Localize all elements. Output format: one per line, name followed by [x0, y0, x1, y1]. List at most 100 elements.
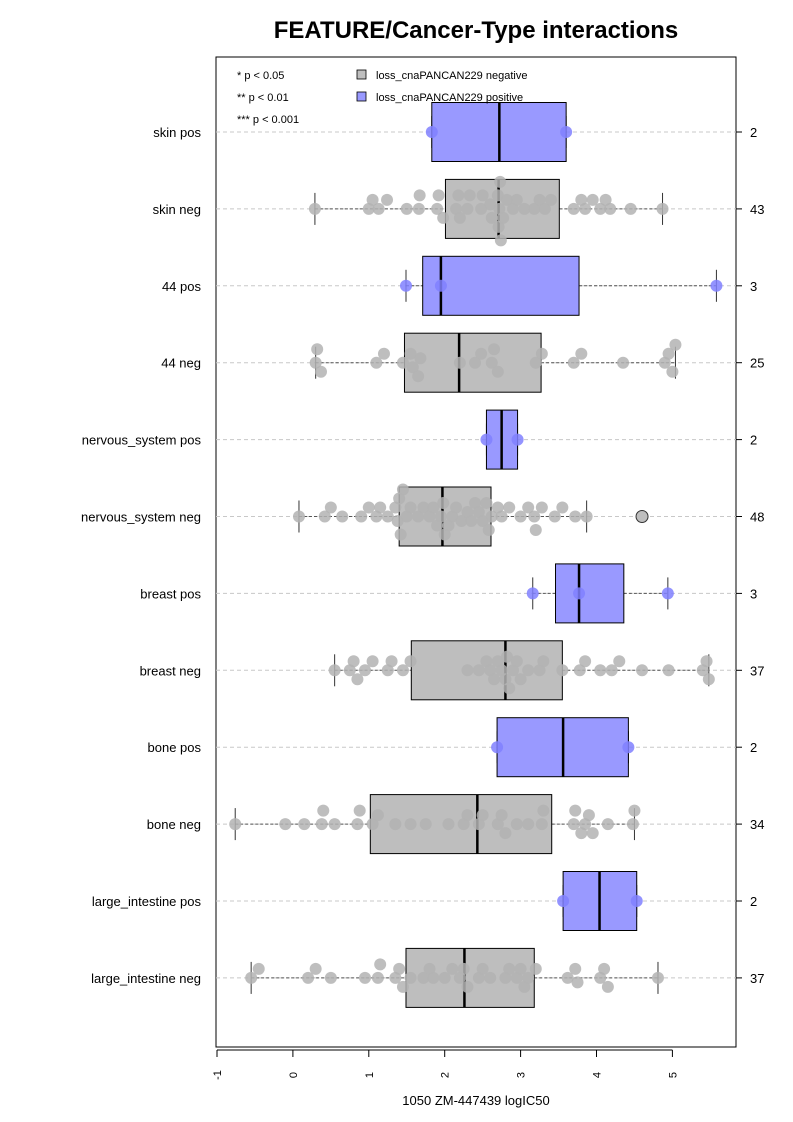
data-point-breast-neg — [573, 664, 586, 677]
data-point-nervous-system-neg — [446, 510, 459, 523]
data-point-skin-neg — [400, 202, 413, 215]
data-point-large-intestine-neg — [518, 980, 531, 993]
data-point-44-neg — [370, 356, 383, 369]
data-point-large-intestine-neg — [522, 971, 535, 984]
data-point-nervous-system-neg — [535, 501, 548, 514]
data-point-bone-neg — [491, 818, 504, 831]
data-point-large-intestine-neg — [359, 971, 372, 984]
data-point-breast-neg — [696, 664, 709, 677]
legend-swatch — [356, 69, 367, 80]
data-point-skin-neg — [586, 193, 599, 206]
data-point-nervous-system-neg — [412, 510, 425, 523]
data-point-bone-neg — [586, 827, 599, 840]
group-label-skin-pos: skin pos — [153, 125, 201, 140]
data-point-bone-neg — [317, 804, 330, 817]
legend-swatch — [356, 91, 367, 102]
data-point-skin-neg — [492, 220, 505, 233]
group-label-nervous-system-pos: nervous_system pos — [82, 433, 202, 448]
data-point-nervous-system-neg — [438, 528, 451, 541]
data-point-nervous-system-neg — [522, 501, 535, 514]
data-point-large-intestine-neg — [404, 971, 417, 984]
data-point-44-neg — [485, 356, 498, 369]
data-point-44-neg — [404, 347, 417, 360]
data-point-bone-neg — [582, 809, 595, 822]
data-point-44-neg — [453, 356, 466, 369]
data-point-bone-pos — [491, 741, 504, 754]
data-point-large-intestine-pos — [630, 895, 643, 907]
data-point-breast-neg — [579, 655, 592, 668]
data-point-44-neg — [314, 365, 327, 378]
data-point-bone-neg — [499, 827, 512, 840]
data-point-breast-neg — [472, 664, 485, 677]
data-point-nervous-system-neg — [580, 510, 593, 523]
data-point-skin-neg — [494, 175, 507, 188]
data-point-skin-neg — [366, 193, 379, 206]
data-point-bone-neg — [229, 818, 242, 831]
group-label-large-intestine-neg: large_intestine neg — [91, 971, 201, 986]
data-point-skin-neg — [656, 202, 669, 215]
data-point-nervous-system-neg — [362, 501, 375, 514]
box-44-pos — [422, 255, 580, 316]
data-point-large-intestine-neg — [438, 971, 451, 984]
data-point-bone-neg — [567, 818, 580, 831]
data-point-nervous-system-neg — [548, 510, 561, 523]
data-point-skin-neg — [494, 234, 507, 247]
box-layer — [234, 102, 717, 1008]
count-label-skin-pos: 2 — [750, 125, 757, 140]
data-point-44-neg — [469, 356, 482, 369]
data-point-44-neg — [666, 365, 679, 378]
x-tick-label: 2 — [440, 1072, 452, 1078]
data-point-bone-neg — [442, 818, 455, 831]
data-point-breast-neg — [480, 655, 493, 668]
data-point-breast-neg — [613, 655, 626, 668]
data-point-large-intestine-neg — [324, 971, 337, 984]
data-point-breast-neg — [461, 664, 474, 677]
data-point-skin-neg — [567, 202, 580, 215]
group-label-44-neg: 44 neg — [161, 356, 201, 371]
data-point-breast-neg — [503, 682, 516, 695]
data-point-skin-neg — [372, 202, 385, 215]
data-point-breast-neg — [381, 664, 394, 677]
data-point-breast-neg — [514, 673, 527, 686]
data-point-breast-neg — [343, 664, 356, 677]
x-tick-label: 5 — [667, 1072, 679, 1078]
data-point-breast-neg — [351, 673, 364, 686]
x-tick-label: 1 — [364, 1072, 376, 1078]
data-point-44-neg — [617, 356, 630, 369]
count-label-layer: 2 43 3 25 2 48 3 37 2 34 2 37 — [736, 125, 764, 986]
data-point-large-intestine-neg — [561, 971, 574, 984]
data-point-large-intestine-neg — [245, 971, 258, 984]
data-point-nervous-system-neg — [381, 510, 394, 523]
data-point-large-intestine-neg — [651, 971, 664, 984]
data-point-large-intestine-neg — [371, 971, 384, 984]
data-point-nervous-system-neg — [391, 515, 404, 527]
data-point-skin-neg — [381, 193, 394, 206]
data-point-large-intestine-neg — [389, 971, 402, 984]
data-point-large-intestine-neg — [472, 971, 485, 984]
data-point-skin-neg — [500, 193, 513, 206]
data-point-breast-neg — [636, 664, 649, 677]
data-point-nervous-system-neg — [442, 519, 455, 532]
data-point-44-neg — [309, 356, 322, 369]
data-point-nervous-system-neg — [434, 510, 447, 523]
data-point-breast-neg — [507, 664, 520, 677]
data-point-nervous-system-neg — [431, 519, 444, 532]
data-point-nervous-system-neg — [529, 524, 542, 536]
data-point-skin-neg — [493, 202, 506, 215]
data-point-nervous-system-neg — [393, 492, 406, 505]
data-point-bone-neg — [537, 804, 550, 817]
data-point-large-intestine-pos — [557, 895, 570, 907]
data-point-skin-neg — [432, 189, 445, 202]
data-point-large-intestine-neg — [374, 958, 387, 971]
data-point-breast-neg — [522, 664, 535, 677]
data-point-nervous-system-neg — [423, 510, 436, 523]
data-point-breast-pos — [526, 587, 539, 600]
group-label-44-pos: 44 pos — [162, 279, 202, 294]
data-point-large-intestine-neg — [461, 980, 474, 993]
data-point-breast-neg — [495, 664, 508, 677]
data-point-skin-neg — [412, 202, 425, 215]
data-point-breast-pos — [573, 587, 586, 600]
data-point-bone-neg — [476, 809, 489, 822]
data-point-large-intestine-neg — [309, 962, 322, 975]
data-point-nervous-system-neg — [427, 501, 440, 514]
